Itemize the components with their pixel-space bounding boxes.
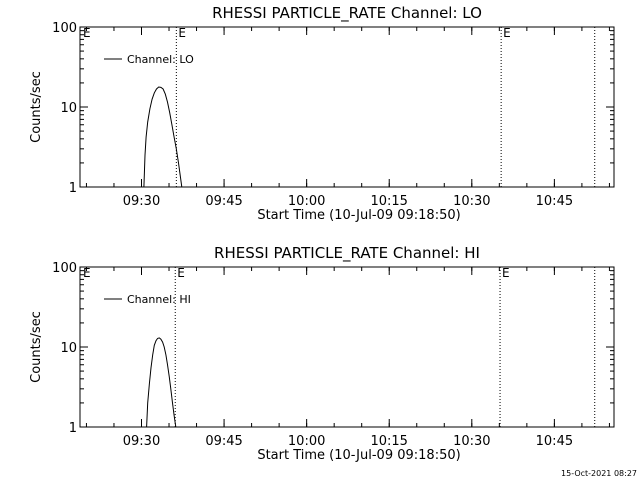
x-tick-label: 10:45 bbox=[536, 434, 573, 449]
x-axis-label: Start Time (10-Jul-09 09:18:50) bbox=[257, 448, 460, 463]
footer-timestamp: 15-Oct-2021 08:27 bbox=[561, 469, 637, 478]
y-tick-label: 100 bbox=[52, 261, 77, 276]
marker-label: E bbox=[178, 26, 186, 40]
y-tick-label: 1 bbox=[69, 421, 77, 436]
x-axis-label: Start Time (10-Jul-09 09:18:50) bbox=[257, 208, 460, 223]
chart-title: RHESSI PARTICLE_RATE Channel: HI bbox=[214, 244, 480, 263]
chart-title: RHESSI PARTICLE_RATE Channel: LO bbox=[212, 4, 482, 23]
x-tick-label: 10:15 bbox=[370, 194, 407, 209]
series-line bbox=[146, 337, 177, 428]
y-tick-label: 1 bbox=[69, 181, 77, 196]
marker-label: E bbox=[177, 266, 185, 280]
plot-frame bbox=[79, 26, 615, 188]
y-tick-label: 100 bbox=[52, 21, 77, 36]
series-line bbox=[143, 86, 183, 188]
x-tick-label: 09:45 bbox=[205, 434, 242, 449]
y-tick-label: 10 bbox=[60, 101, 77, 116]
y-tick-label: 10 bbox=[60, 341, 77, 356]
x-tick-label: 10:30 bbox=[453, 434, 490, 449]
legend-label: Channel: LO bbox=[127, 53, 194, 66]
chart-panel-1: RHESSI PARTICLE_RATE Channel: LO 1 10 100 09… bbox=[29, 4, 615, 223]
x-tick-label: 10:45 bbox=[536, 194, 573, 209]
marker-label: E bbox=[503, 26, 511, 40]
marker-label: E bbox=[502, 266, 510, 280]
y-axis-label: Counts/sec bbox=[29, 71, 44, 143]
x-tick-label: 09:45 bbox=[205, 194, 242, 209]
x-tick-label: 10:30 bbox=[453, 194, 490, 209]
edge-marker-label: E bbox=[83, 266, 91, 280]
x-tick-label: 09:30 bbox=[123, 434, 160, 449]
x-tick-label: 09:30 bbox=[123, 194, 160, 209]
x-tick-label: 10:00 bbox=[288, 434, 325, 449]
x-tick-label: 10:15 bbox=[370, 434, 407, 449]
edge-marker-label: E bbox=[83, 26, 91, 40]
legend-label: Channel: HI bbox=[127, 293, 191, 306]
chart-panel-2: RHESSI PARTICLE_RATE Channel: HI 1 10 100 09… bbox=[29, 244, 615, 463]
x-tick-label: 10:00 bbox=[288, 194, 325, 209]
y-axis-label: Counts/sec bbox=[29, 311, 44, 383]
plot-frame bbox=[79, 266, 615, 428]
